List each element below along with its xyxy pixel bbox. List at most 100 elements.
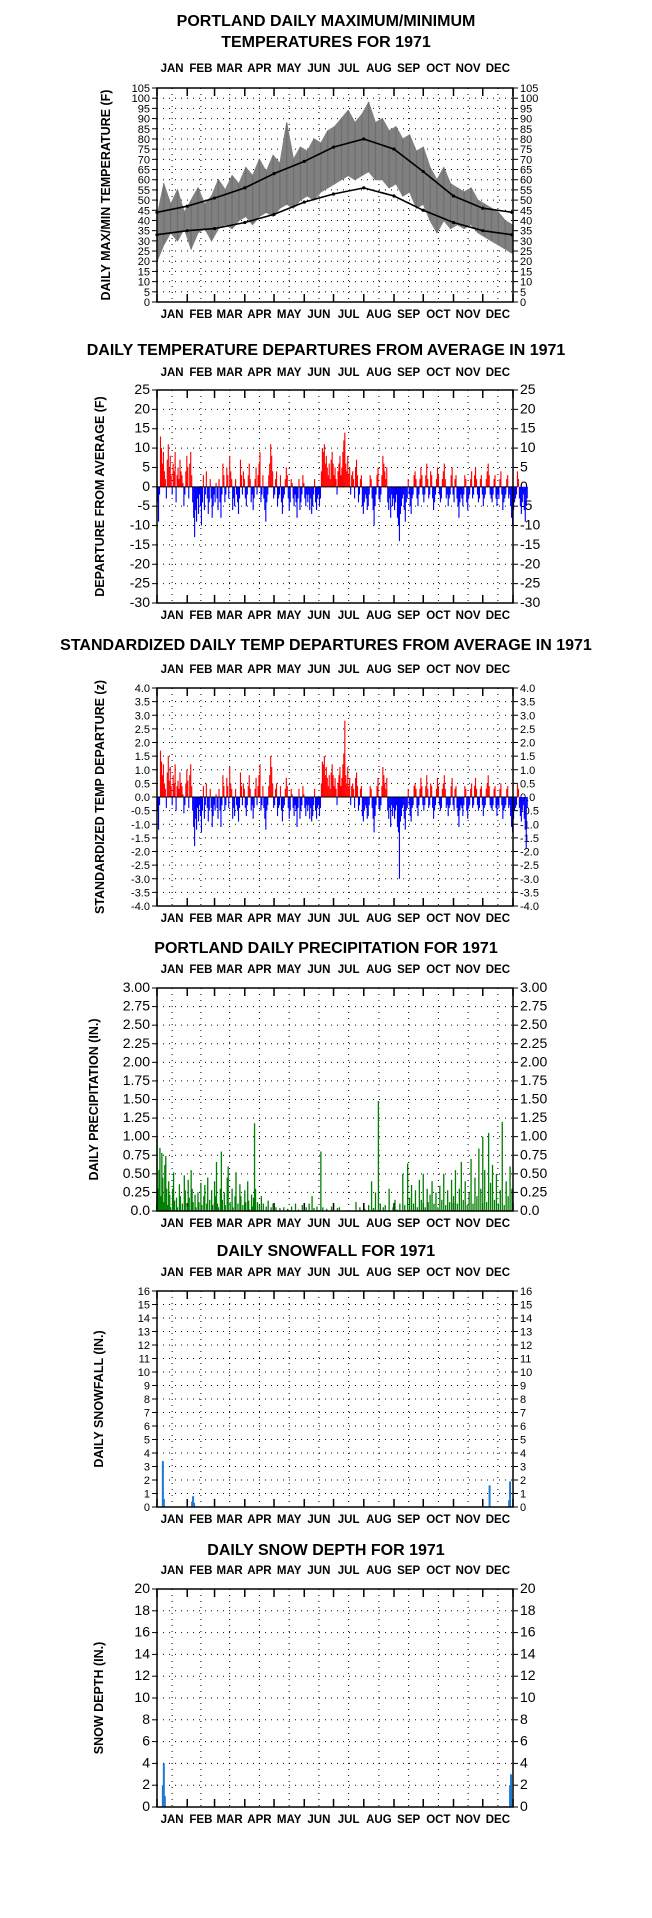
departure-bar	[466, 486, 468, 503]
y-tick-label-right: 25	[520, 246, 532, 258]
departure-bar	[224, 797, 226, 811]
departure-bar	[179, 772, 181, 797]
departure-bar	[296, 797, 298, 827]
departure-bar	[420, 777, 422, 797]
departure-bar	[304, 486, 306, 499]
departure-bar	[461, 486, 463, 499]
departure-bar	[371, 797, 373, 808]
departure-bar	[162, 451, 164, 487]
departure-bar	[513, 797, 516, 811]
departure-bar	[302, 786, 304, 797]
y-tick-label-right: 0	[520, 478, 528, 494]
departure-bar	[511, 797, 513, 827]
departure-bar	[321, 448, 323, 487]
departure-bar	[335, 479, 337, 487]
departure-bar	[434, 486, 436, 503]
departure-bar	[404, 486, 406, 522]
departure-bar	[395, 486, 398, 495]
departure-bar	[447, 797, 449, 817]
y-tick-label-right: -4.0	[520, 901, 539, 913]
departure-bar	[260, 797, 262, 811]
departure-bar	[290, 788, 292, 797]
departure-bar	[460, 486, 462, 495]
y-tick-label-right: 3	[520, 1462, 526, 1474]
departure-bar	[211, 797, 213, 827]
y-tick-label-right: 10	[520, 439, 536, 455]
departure-bar	[407, 788, 409, 797]
departure-bar	[163, 783, 165, 798]
y-tick-label-right: 1.0	[520, 765, 535, 777]
departure-bar	[415, 479, 417, 487]
departure-bar	[445, 797, 447, 808]
departure-bar	[181, 475, 183, 487]
departure-bar	[497, 486, 499, 495]
normal-point	[451, 220, 456, 225]
departure-bar	[185, 471, 187, 487]
departure-bar	[162, 764, 164, 797]
departure-bar	[401, 797, 403, 808]
y-tick-label-left: 4.0	[135, 683, 150, 695]
normal-point	[243, 186, 247, 190]
departure-bar	[502, 797, 504, 819]
departure-bar	[169, 455, 171, 487]
departure-bar	[416, 486, 418, 499]
departure-bar	[488, 786, 490, 797]
y-tick-label-right: 90	[520, 114, 532, 126]
y-tick-label-right: 6	[520, 1421, 526, 1433]
month-label-bottom: MAY	[277, 1514, 302, 1526]
y-tick-label-right: 14	[520, 1313, 532, 1325]
y-tick-label-left: 0	[144, 1502, 150, 1514]
departure-bar	[210, 486, 212, 499]
departure-bar	[473, 475, 476, 487]
departure-bar	[172, 463, 174, 487]
month-label-bottom: OCT	[426, 913, 450, 925]
departure-bar	[407, 479, 409, 487]
month-label-bottom: DEC	[486, 1514, 510, 1526]
month-label-top: OCT	[426, 367, 450, 379]
departure-bar	[170, 786, 172, 797]
departure-bar	[340, 475, 342, 487]
departure-bar	[213, 486, 215, 495]
month-label-top: JAN	[161, 1267, 184, 1279]
y-tick-label-left: 90	[138, 114, 150, 126]
departure-bar	[462, 797, 464, 817]
departure-bar	[267, 797, 269, 806]
plot-frame	[156, 687, 514, 907]
departure-bar	[453, 797, 455, 811]
departure-bar	[311, 797, 313, 822]
departure-bar	[361, 486, 363, 507]
month-label-top: MAR	[217, 63, 244, 75]
departure-bar	[404, 797, 406, 830]
departure-bar	[352, 783, 354, 798]
departure-bar	[201, 486, 203, 503]
departure-bar	[288, 486, 290, 511]
y-tick-label-left: 15	[138, 1300, 150, 1312]
month-label-top: OCT	[426, 1565, 450, 1577]
y-tick-label-right: 1.25	[520, 1109, 547, 1125]
month-label-top: JAN	[161, 664, 184, 676]
departure-bar	[448, 797, 450, 808]
departure-bar	[411, 486, 413, 499]
y-tick-label-left: 0.50	[123, 1165, 150, 1181]
y-tick-label-right: 4.0	[520, 683, 535, 695]
departure-bar	[354, 486, 356, 499]
month-label-top: NOV	[456, 964, 481, 976]
departure-bar	[165, 486, 167, 499]
y-tick-label-left: 25	[134, 381, 150, 397]
y-tick-label-left: 0	[142, 1798, 150, 1814]
departure-bar	[522, 486, 524, 495]
departure-bar	[277, 486, 280, 499]
departure-bar	[521, 486, 523, 503]
departure-bar	[195, 797, 197, 819]
y-tick-label-left: 0	[142, 478, 150, 494]
departure-bar	[252, 797, 254, 819]
y-tick-label-right: 15	[520, 1300, 532, 1312]
departure-bar	[219, 797, 221, 811]
departure-bar	[231, 788, 233, 797]
y-tick-label-left: 12	[134, 1667, 150, 1683]
departure-bar	[302, 475, 304, 487]
departure-bar	[186, 769, 188, 797]
departure-bar	[426, 463, 428, 487]
y-tick-label-right: -3.5	[520, 887, 539, 899]
departure-bar	[455, 475, 457, 487]
